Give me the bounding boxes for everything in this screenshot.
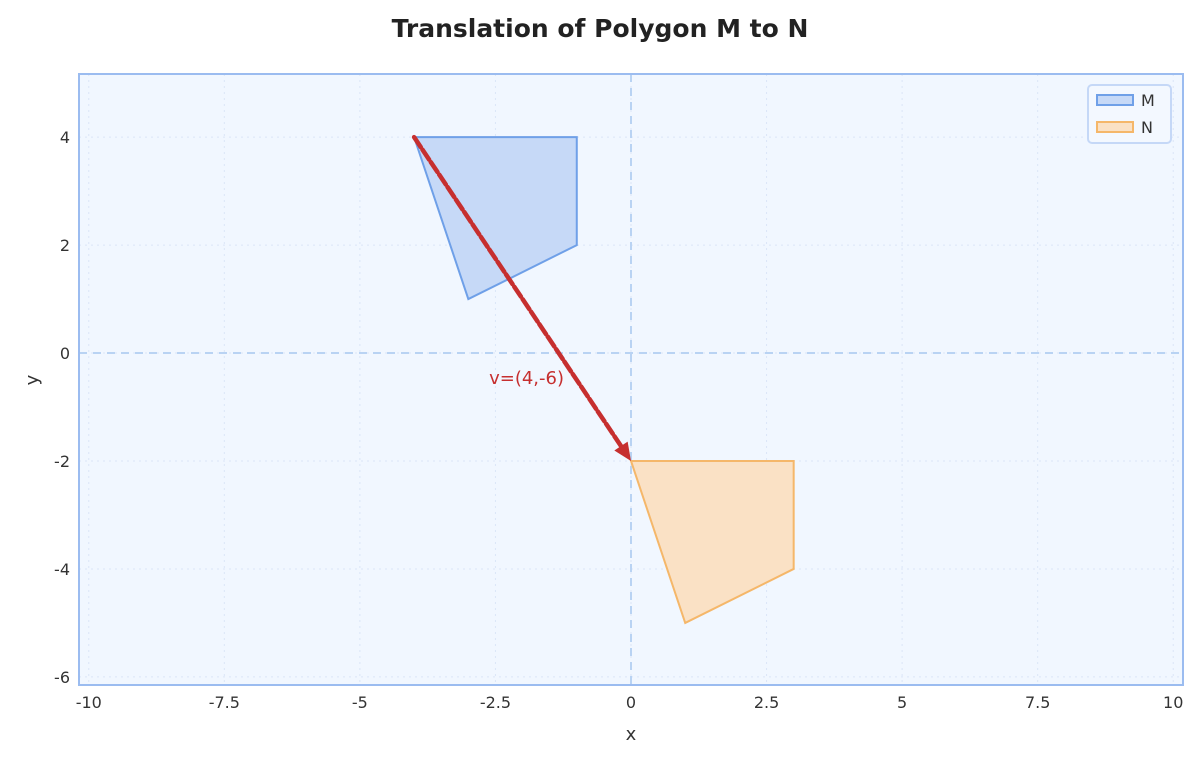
legend-swatch-n [1096, 121, 1134, 133]
y-tick-label: -6 [54, 668, 70, 687]
y-axis-label: y [22, 374, 43, 385]
translation-vector-arrow [411, 134, 624, 449]
legend-label-n: N [1141, 118, 1153, 137]
x-tick-label: -10 [76, 693, 102, 712]
arrowhead-icon [614, 441, 631, 462]
polygon-n [629, 460, 795, 625]
legend-swatch-m [1096, 94, 1134, 106]
x-tick-label: 0 [626, 693, 636, 712]
legend-item-n [1096, 121, 1134, 133]
x-axis-label: x [626, 724, 637, 745]
plot-border [78, 73, 1184, 686]
vector-label: v=(4,-6) [489, 368, 564, 389]
legend: M N [1087, 84, 1172, 144]
y-tick-label: -4 [54, 560, 70, 579]
x-tick-label: -7.5 [209, 693, 240, 712]
polygon-m [412, 136, 578, 301]
y-tick-label: -2 [54, 452, 70, 471]
legend-label-m: M [1141, 91, 1155, 110]
x-tick-label: 5 [897, 693, 907, 712]
x-tick-label: -2.5 [480, 693, 511, 712]
x-tick-label: 7.5 [1025, 693, 1050, 712]
y-tick-label: 0 [60, 344, 70, 363]
x-tick-label: -5 [352, 693, 368, 712]
x-tick-label: 2.5 [754, 693, 779, 712]
x-tick-label: 10 [1163, 693, 1183, 712]
y-tick-label: 2 [60, 236, 70, 255]
y-tick-label: 4 [60, 128, 70, 147]
chart-title: Translation of Polygon M to N [391, 14, 809, 43]
legend-item-m [1096, 94, 1134, 106]
